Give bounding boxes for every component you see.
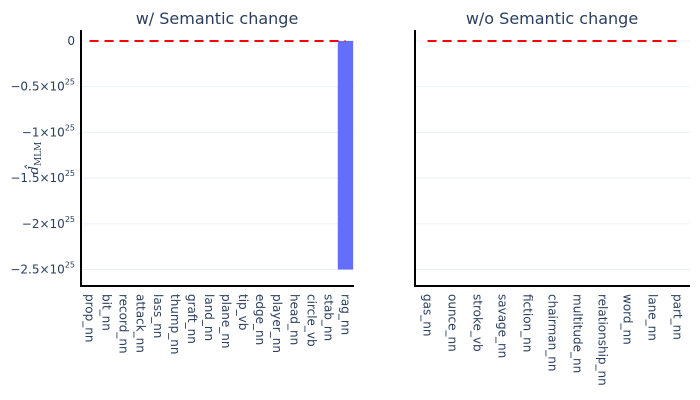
x-tick-label-thump_nn: thump_nn: [168, 294, 182, 354]
x-tick-label-word_nn: word_nn: [621, 294, 635, 345]
left-gridlines: [81, 40, 354, 271]
x-tick-label-gas_nn: gas_nn: [421, 294, 435, 336]
x-tick-label-circle_vb: circle_vb: [304, 294, 318, 347]
right-chart-title: w/o Semantic change: [466, 9, 638, 28]
y-axis-label: d̂MLM: [24, 142, 44, 175]
y-tick-label: −2×1025: [22, 215, 75, 231]
y-tick-label: −2.5×1025: [10, 261, 75, 277]
x-tick-label-head_nn: head_nn: [287, 294, 301, 345]
x-tick-label-stroke_vb: stroke_vb: [471, 294, 485, 352]
x-tick-label-lane_nn: lane_nn: [646, 294, 660, 341]
x-tick-label-prop_nn: prop_nn: [83, 294, 97, 342]
x-tick-label-ounce_nn: ounce_nn: [446, 294, 460, 352]
y-tick-label: −1.5×1025: [10, 169, 75, 185]
left-panel: w/ Semantic change 0 −0.5×1025 −1×1025 −1.5…: [10, 9, 354, 354]
x-tick-label-plane_nn: plane_nn: [219, 294, 233, 349]
left-bars: [337, 40, 354, 270]
y-tick-label: −0.5×1025: [10, 78, 75, 94]
x-tick-label-tip_vb: tip_vb: [236, 294, 250, 330]
x-tick-label-edge_nn: edge_nn: [253, 294, 267, 345]
x-tick-label-land_nn: land_nn: [202, 294, 216, 341]
x-tick-label-relationship_nn: relationship_nn: [596, 294, 610, 386]
left-bar-rag_nn: [337, 40, 354, 270]
x-tick-label-stab_nn: stab_nn: [321, 294, 335, 341]
x-tick-label-record_nn: record_nn: [117, 294, 131, 354]
y-tick-label: 0: [67, 34, 75, 48]
x-tick-label-fiction_nn: fiction_nn: [521, 294, 535, 352]
left-x-tick-labels: prop_nn bit_nn record_nn attack_nn lass_nn th…: [83, 294, 353, 354]
x-tick-label-rag_nn: rag_nn: [338, 294, 352, 335]
right-panel: w/o Semantic change gas_nn ounce_nn stroke…: [414, 9, 690, 386]
x-tick-label-chairman_nn: chairman_nn: [546, 294, 560, 371]
x-tick-label-bit_nn: bit_nn: [100, 294, 114, 331]
x-tick-label-multitude_nn: multitude_nn: [571, 294, 585, 373]
x-tick-label-savage_nn: savage_nn: [496, 294, 510, 358]
right-gridlines: [415, 40, 690, 271]
left-chart-title: w/ Semantic change: [136, 9, 299, 28]
x-tick-label-player_nn: player_nn: [270, 294, 284, 353]
x-tick-label-lass_nn: lass_nn: [151, 294, 165, 338]
y-tick-label: −1×1025: [22, 123, 75, 139]
x-tick-label-part_nn: part_nn: [671, 294, 685, 340]
right-x-tick-labels: gas_nn ounce_nn stroke_vb savage_nn fiction_…: [421, 294, 685, 386]
x-tick-label-graft_nn: graft_nn: [185, 294, 199, 344]
x-tick-label-attack_nn: attack_nn: [134, 294, 148, 353]
left-y-tick-labels: 0 −0.5×1025 −1×1025 −1.5×1025 −2×1025 −2.5×10…: [10, 34, 75, 277]
